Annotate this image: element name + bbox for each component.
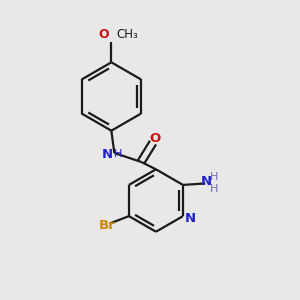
Text: CH₃: CH₃ (117, 28, 139, 40)
Text: O: O (150, 132, 161, 145)
Text: N: N (101, 148, 112, 161)
Text: H: H (209, 172, 218, 182)
Text: H: H (209, 184, 218, 194)
Text: N: N (201, 176, 212, 188)
Text: O: O (99, 28, 109, 40)
Text: Br: Br (99, 219, 116, 232)
Text: H: H (114, 149, 122, 160)
Text: N: N (185, 212, 196, 225)
